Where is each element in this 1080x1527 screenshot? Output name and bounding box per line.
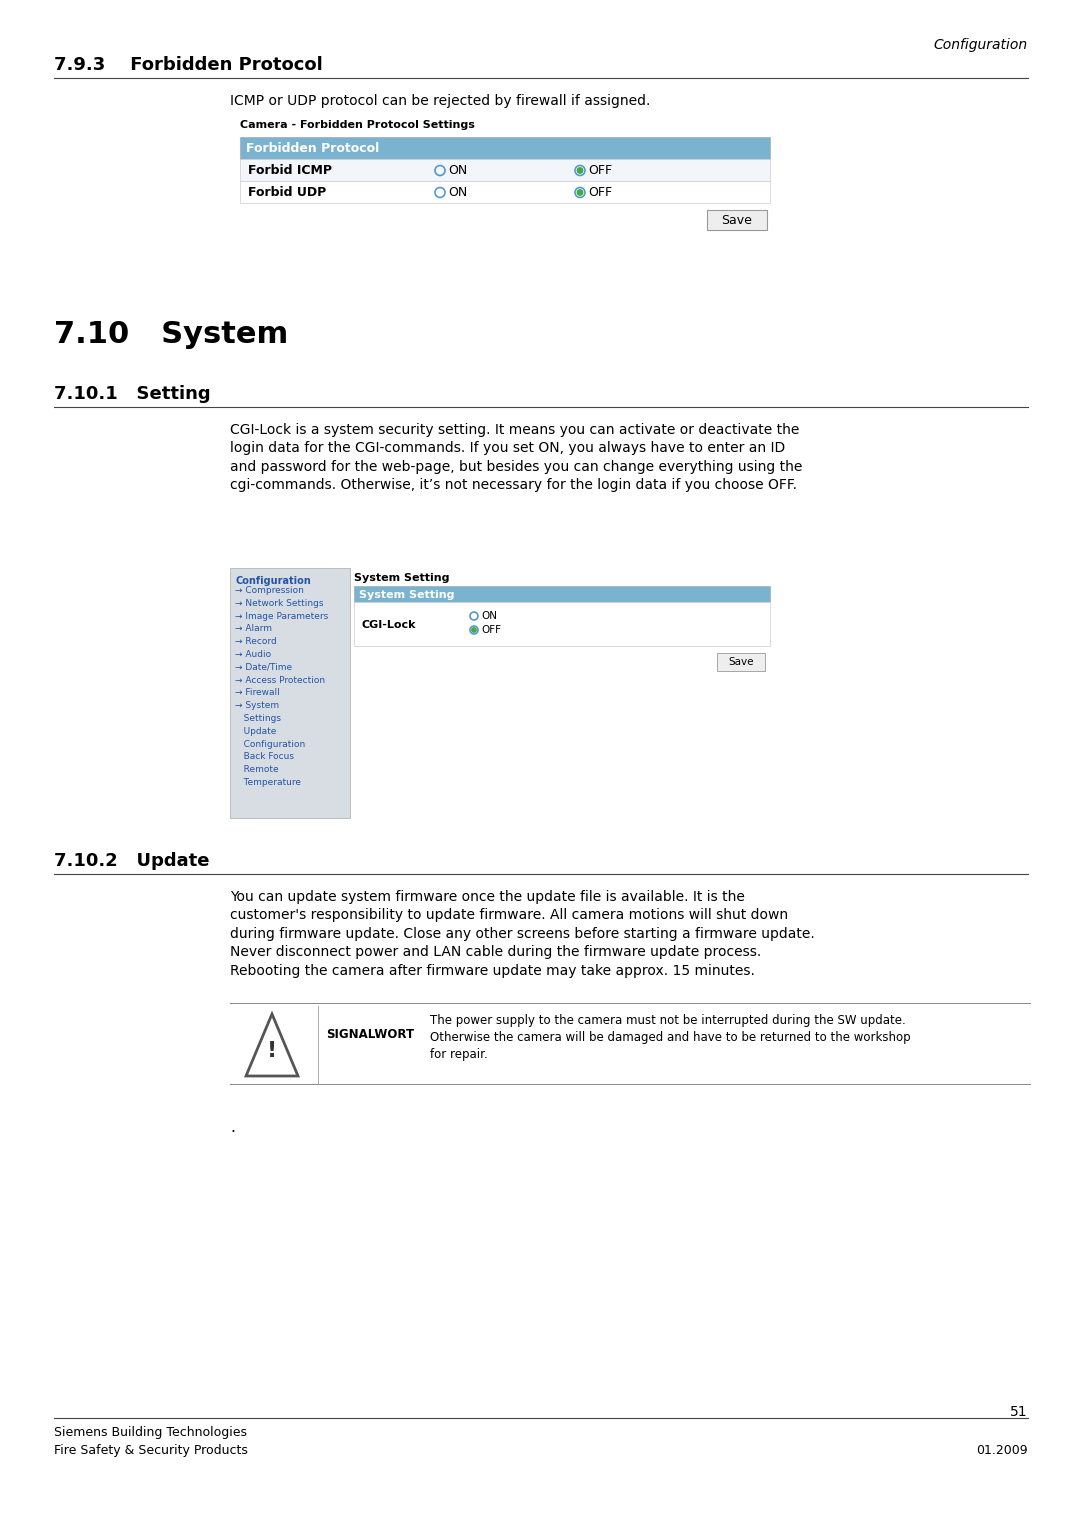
FancyBboxPatch shape — [240, 159, 770, 182]
Text: → Firewall: → Firewall — [235, 689, 280, 698]
Text: Remote: Remote — [235, 765, 279, 774]
Text: OFF: OFF — [481, 625, 501, 635]
Text: 7.10.2   Update: 7.10.2 Update — [54, 852, 210, 870]
Text: Back Focus: Back Focus — [235, 753, 294, 762]
Text: OFF: OFF — [588, 186, 612, 199]
Text: → Alarm: → Alarm — [235, 625, 272, 634]
Text: Fire Safety & Security Products: Fire Safety & Security Products — [54, 1445, 248, 1457]
Text: → System: → System — [235, 701, 279, 710]
Text: ON: ON — [448, 163, 468, 177]
Text: → Access Protection: → Access Protection — [235, 675, 325, 684]
Text: Camera - Forbidden Protocol Settings: Camera - Forbidden Protocol Settings — [240, 121, 475, 130]
Text: OFF: OFF — [588, 163, 612, 177]
Circle shape — [470, 626, 478, 634]
Text: 51: 51 — [1011, 1405, 1028, 1419]
Text: → Image Parameters: → Image Parameters — [235, 612, 328, 620]
Text: !: ! — [267, 1041, 278, 1061]
Text: 01.2009: 01.2009 — [976, 1445, 1028, 1457]
Text: Siemens Building Technologies: Siemens Building Technologies — [54, 1426, 247, 1438]
Text: Settings: Settings — [235, 715, 281, 722]
Text: ICMP or UDP protocol can be rejected by firewall if assigned.: ICMP or UDP protocol can be rejected by … — [230, 95, 650, 108]
Text: The power supply to the camera must not be interrupted during the SW update.
Oth: The power supply to the camera must not … — [430, 1014, 910, 1061]
Text: ON: ON — [481, 611, 497, 621]
Circle shape — [575, 165, 585, 176]
Text: 7.9.3    Forbidden Protocol: 7.9.3 Forbidden Protocol — [54, 56, 323, 73]
Text: → Compression: → Compression — [235, 586, 303, 596]
Text: SIGNALWORT: SIGNALWORT — [326, 1028, 414, 1041]
Text: Save: Save — [721, 214, 753, 226]
FancyBboxPatch shape — [240, 137, 770, 159]
Text: .: . — [230, 1119, 234, 1135]
Text: Forbid ICMP: Forbid ICMP — [248, 163, 332, 177]
Text: 7.10   System: 7.10 System — [54, 321, 288, 350]
Text: → Record: → Record — [235, 637, 276, 646]
Text: → Audio: → Audio — [235, 651, 271, 660]
Text: 7.10.1   Setting: 7.10.1 Setting — [54, 385, 211, 403]
Circle shape — [577, 168, 583, 173]
Text: System Setting: System Setting — [354, 573, 449, 583]
Text: You can update system firmware once the update file is available. It is the
cust: You can update system firmware once the … — [230, 890, 814, 977]
FancyBboxPatch shape — [354, 602, 770, 646]
FancyBboxPatch shape — [717, 654, 765, 670]
Text: Configuration: Configuration — [934, 38, 1028, 52]
Text: ON: ON — [448, 186, 468, 199]
Text: → Network Settings: → Network Settings — [235, 599, 324, 608]
FancyBboxPatch shape — [707, 211, 767, 231]
Text: CGI-Lock is a system security setting. It means you can activate or deactivate t: CGI-Lock is a system security setting. I… — [230, 423, 802, 492]
Text: Temperature: Temperature — [235, 777, 301, 786]
Text: Configuration: Configuration — [235, 576, 311, 586]
Text: Update: Update — [235, 727, 276, 736]
Text: CGI-Lock: CGI-Lock — [362, 620, 417, 629]
FancyBboxPatch shape — [230, 568, 350, 818]
Text: → Date/Time: → Date/Time — [235, 663, 292, 672]
Text: Forbidden Protocol: Forbidden Protocol — [246, 142, 379, 156]
Circle shape — [577, 189, 583, 195]
Text: System Setting: System Setting — [359, 589, 455, 600]
Text: Configuration: Configuration — [235, 739, 306, 748]
Circle shape — [472, 628, 476, 632]
Text: Save: Save — [728, 657, 754, 667]
Circle shape — [575, 188, 585, 197]
FancyBboxPatch shape — [240, 182, 770, 203]
Text: Forbid UDP: Forbid UDP — [248, 186, 326, 199]
FancyBboxPatch shape — [354, 586, 770, 602]
